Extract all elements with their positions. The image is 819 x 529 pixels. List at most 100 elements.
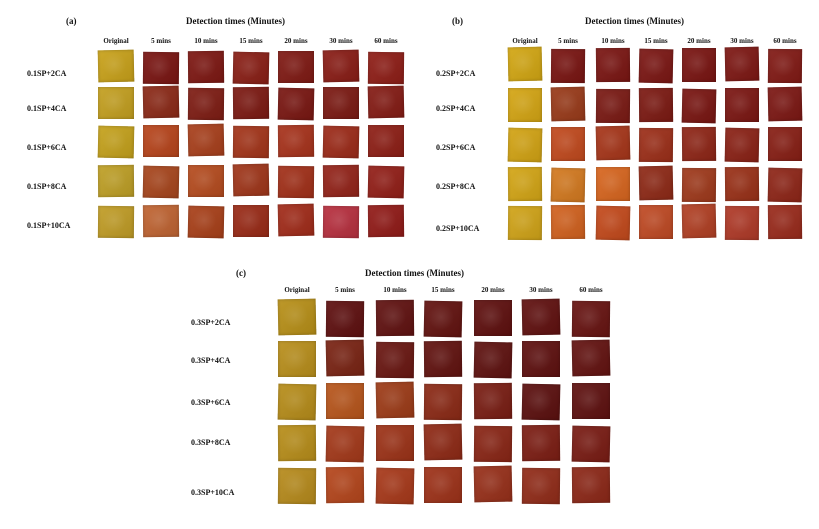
sample-image — [323, 87, 359, 119]
sample-image — [571, 339, 611, 377]
original-sample-image — [277, 424, 317, 461]
sample-image — [187, 50, 225, 83]
sample-image — [325, 466, 365, 503]
original-sample-image — [97, 125, 135, 159]
sample-image — [322, 125, 360, 159]
sample-image — [521, 298, 561, 336]
column-header: 60 mins — [579, 286, 603, 294]
original-sample-image — [98, 87, 134, 119]
sample-image — [571, 300, 611, 337]
column-header: 60 mins — [773, 37, 797, 45]
sample-image — [375, 381, 415, 419]
sample-image — [187, 205, 225, 239]
sample-image — [423, 300, 463, 338]
column-header: Original — [284, 286, 310, 294]
sample-image — [724, 46, 760, 82]
original-sample-image — [97, 49, 135, 83]
sample-image — [322, 164, 360, 197]
sample-image — [767, 48, 803, 83]
row-label: 0.1SP+6CA — [27, 143, 67, 152]
sample-image — [368, 125, 404, 157]
column-header: 30 mins — [329, 37, 353, 45]
sample-image — [233, 205, 269, 237]
sample-image — [550, 204, 586, 239]
sample-image — [638, 127, 674, 162]
column-header: 5 mins — [558, 37, 578, 45]
sample-image — [638, 48, 674, 84]
column-header: 30 mins — [529, 286, 553, 294]
original-sample-image — [507, 46, 543, 82]
row-label: 0.3SP+8CA — [191, 438, 231, 447]
sample-image — [767, 204, 803, 239]
original-sample-image — [97, 164, 135, 197]
column-header: 20 mins — [481, 286, 505, 294]
panel-a-label: (a) — [66, 16, 77, 26]
column-header: Original — [512, 37, 538, 45]
sample-image — [423, 340, 463, 377]
row-label: 0.2SP+2CA — [436, 69, 476, 78]
sample-image — [375, 467, 415, 505]
original-sample-image — [97, 205, 135, 238]
sample-image — [724, 205, 760, 240]
sample-image — [681, 203, 717, 239]
sample-image — [325, 425, 365, 463]
row-label: 0.3SP+10CA — [191, 488, 235, 497]
sample-image — [188, 165, 224, 197]
sample-image — [277, 165, 315, 198]
sample-image — [367, 204, 405, 237]
sample-image — [367, 165, 405, 199]
sample-image — [682, 48, 716, 82]
sample-image — [325, 300, 365, 337]
original-sample-image — [277, 467, 317, 504]
column-header: 60 mins — [374, 37, 398, 45]
sample-image — [571, 425, 611, 463]
sample-image — [681, 88, 717, 124]
sample-image — [551, 127, 585, 161]
sample-image — [187, 87, 225, 120]
sample-image — [521, 467, 561, 504]
sample-image — [638, 165, 674, 201]
sample-image — [142, 165, 180, 199]
sample-image — [550, 167, 586, 203]
sample-image — [550, 48, 586, 83]
original-sample-image — [277, 298, 317, 336]
sample-image — [423, 423, 463, 461]
column-header: 30 mins — [730, 37, 754, 45]
sample-image — [681, 167, 717, 202]
panel-a-title: Detection times (Minutes) — [186, 16, 285, 26]
sample-image — [725, 88, 759, 122]
sample-image — [724, 166, 760, 201]
sample-image — [232, 125, 270, 158]
sample-image — [232, 86, 270, 119]
column-header: 10 mins — [194, 37, 218, 45]
sample-image — [595, 205, 631, 241]
column-header: 10 mins — [601, 37, 625, 45]
sample-image — [473, 341, 513, 379]
sample-image — [322, 49, 360, 83]
sample-image — [550, 86, 586, 122]
panel-c-title: Detection times (Minutes) — [365, 268, 464, 278]
sample-image — [473, 382, 513, 419]
sample-image — [595, 125, 631, 161]
column-header: Original — [103, 37, 129, 45]
sample-image — [143, 125, 179, 157]
original-sample-image — [507, 127, 543, 163]
row-label: 0.3SP+2CA — [191, 318, 231, 327]
sample-image — [322, 205, 360, 238]
sample-image — [325, 339, 365, 377]
row-label: 0.1SP+2CA — [27, 69, 67, 78]
sample-image — [521, 424, 561, 461]
sample-image — [277, 124, 315, 157]
row-label: 0.3SP+4CA — [191, 356, 231, 365]
panel-b-title: Detection times (Minutes) — [585, 16, 684, 26]
panel-c-label: (c) — [236, 268, 246, 278]
row-label: 0.2SP+8CA — [436, 182, 476, 191]
sample-image — [142, 85, 180, 119]
original-sample-image — [508, 88, 542, 122]
sample-image — [571, 466, 611, 503]
sample-image — [596, 167, 630, 201]
column-header: 20 mins — [284, 37, 308, 45]
original-sample-image — [507, 166, 543, 201]
sample-image — [639, 205, 673, 239]
sample-image — [375, 341, 415, 378]
